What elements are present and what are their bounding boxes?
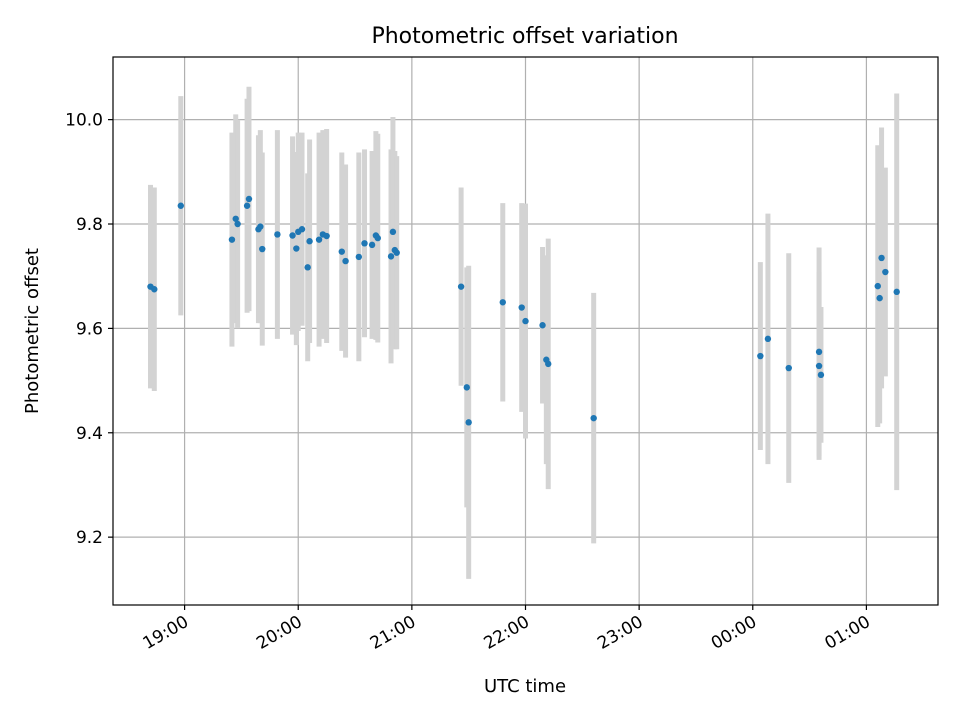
data-point — [387, 253, 395, 260]
data-point — [298, 226, 306, 233]
data-point — [817, 371, 825, 379]
data-point — [874, 282, 881, 290]
data-point — [289, 232, 296, 239]
data-point — [234, 220, 241, 228]
data-point — [274, 231, 281, 238]
data-point — [243, 202, 251, 209]
y-axis-label: Photometric offset — [22, 248, 43, 414]
data-point — [315, 236, 323, 243]
data-point — [463, 384, 470, 391]
chart-title: Photometric offset variation — [371, 24, 678, 49]
data-point — [393, 249, 400, 256]
data-point — [539, 322, 546, 329]
data-point — [177, 202, 185, 209]
data-point — [882, 268, 889, 276]
data-point — [342, 257, 349, 265]
data-point — [518, 304, 525, 311]
data-point — [764, 335, 772, 343]
data-point — [757, 352, 764, 360]
data-point — [323, 232, 330, 240]
data-point — [232, 215, 239, 222]
x-axis-label: UTC time — [484, 676, 566, 697]
data-point — [374, 234, 381, 242]
data-point — [361, 240, 368, 247]
data-point — [522, 317, 529, 325]
y-tick-label: 10.0 — [65, 111, 103, 131]
data-point — [306, 238, 313, 245]
data-point — [815, 348, 823, 356]
y-tick-label: 9.4 — [76, 424, 103, 444]
data-point — [785, 364, 792, 372]
data-point — [545, 360, 552, 368]
data-point — [590, 414, 597, 422]
y-tick-label: 9.8 — [76, 215, 103, 235]
data-point — [389, 228, 397, 236]
data-point — [338, 248, 345, 255]
data-point — [499, 299, 506, 306]
data-point — [878, 254, 885, 262]
data-points — [147, 195, 900, 426]
data-point — [304, 264, 311, 271]
data-point — [457, 283, 465, 290]
data-point — [259, 245, 266, 253]
data-point — [228, 236, 236, 243]
data-point — [893, 288, 900, 296]
data-point — [876, 294, 883, 302]
data-point — [368, 241, 376, 249]
data-point — [245, 195, 253, 203]
data-point — [151, 286, 158, 293]
data-point — [355, 253, 363, 261]
data-point — [293, 245, 300, 252]
data-point — [815, 362, 823, 370]
y-tick-label: 9.6 — [76, 319, 103, 339]
y-tick-label: 9.2 — [76, 528, 103, 548]
data-point — [465, 419, 472, 426]
data-point — [257, 223, 264, 230]
